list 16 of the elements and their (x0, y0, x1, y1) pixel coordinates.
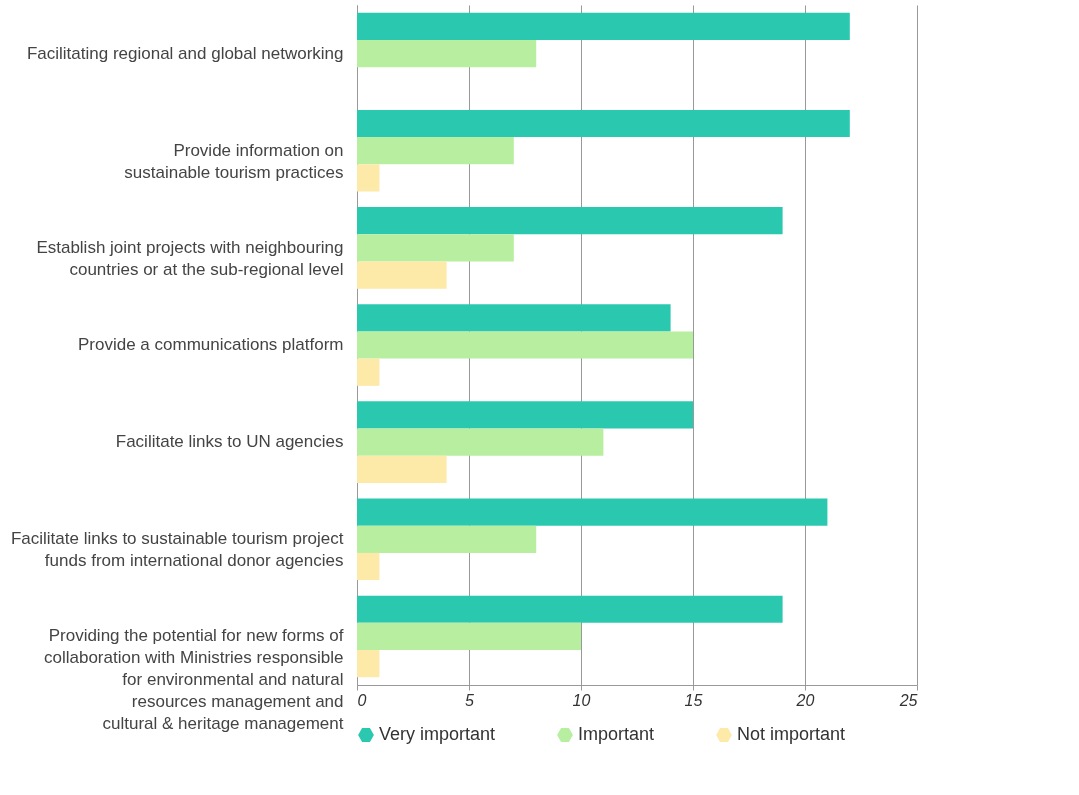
y-tick-label: Establish joint projects with neighbouring countries or at the sub-regional level (36, 237, 344, 279)
legend-label: Not important (737, 724, 846, 744)
y-tick-label: Provide a communications platform (77, 335, 344, 354)
legend-label: Very important (379, 724, 496, 744)
y-tick-label: Facilitating regional and global networking (26, 43, 344, 63)
x-tick-label: 0 (357, 691, 367, 709)
x-tick-label: 20 (795, 691, 815, 709)
x-tick-label: 5 (465, 691, 475, 709)
x-tick-label: 10 (572, 691, 591, 709)
y-tick-label: Provide information on sustainable tourism practices (124, 140, 344, 182)
y-tick-label: Facilitate links to sustainable tourism project funds from international donor agencies (10, 529, 344, 571)
x-tick-label: 25 (898, 691, 918, 709)
legend-label: Important (578, 724, 655, 744)
y-tick-label: Providing the potential for new forms of collaboration with Ministries responsible for environmental and natural resources management and cultural & heritage management (43, 626, 344, 734)
x-tick-label: 15 (684, 691, 703, 709)
y-tick-label: Facilitate links to UN agencies (115, 432, 344, 452)
